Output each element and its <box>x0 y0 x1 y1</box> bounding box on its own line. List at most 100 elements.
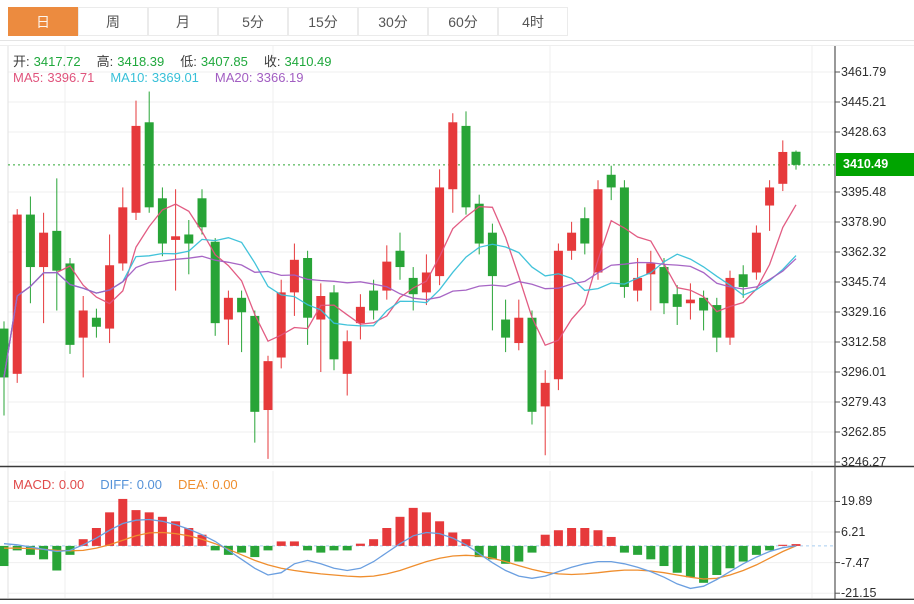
legend-label: 高: <box>96 54 114 69</box>
dea-line <box>4 531 797 580</box>
macd-histogram-bar <box>118 498 128 546</box>
candle-body <box>619 187 629 287</box>
period-tab-7[interactable]: 60分 <box>428 7 498 36</box>
macd-histogram-bar <box>448 532 458 546</box>
candle-body <box>157 198 167 244</box>
ma-legend-item-2: MA10: 3369.01 <box>110 70 203 85</box>
ma10-line <box>3 237 797 378</box>
macd-histogram-bar <box>157 516 167 546</box>
candle-body <box>105 265 115 329</box>
macd-histogram-bar <box>553 530 563 546</box>
legend-label: MA10: <box>110 70 148 85</box>
legend-label: 收: <box>263 54 281 69</box>
candle-body <box>527 317 537 412</box>
legend-value: 3369.01 <box>151 70 199 85</box>
price-axis-label: 3395.48 <box>841 184 887 199</box>
legend-label: 低: <box>180 54 197 69</box>
candle-body <box>501 319 511 338</box>
candle-body <box>250 315 260 412</box>
candle-body <box>606 174 616 188</box>
macd-histogram-bar <box>237 545 247 553</box>
candle-body <box>144 122 154 208</box>
candle-body <box>461 125 471 208</box>
macd-histogram-bar <box>342 545 352 551</box>
legend-label: DEA: <box>178 477 209 492</box>
period-tab-2[interactable]: 周 <box>78 7 148 36</box>
period-tabbar: 日周月 5分 15分 30分 60分 4时 <box>0 0 914 41</box>
macd-histogram-bar <box>712 545 722 575</box>
macd-histogram-bar <box>461 539 471 546</box>
period-tab-1[interactable]: 日 <box>8 7 78 36</box>
legend-label: DIFF: <box>100 477 133 492</box>
candle-body <box>395 250 405 268</box>
macd-histogram-bar <box>303 545 313 551</box>
ohlc-legend: 开: 3417.72 高: 3418.39 低: 3407.85 收: 3410.49 <box>13 51 348 70</box>
candle-body <box>514 317 524 344</box>
candle-body <box>223 297 233 320</box>
legend-label: MA5: <box>13 70 44 85</box>
period-tab-8[interactable]: 4时 <box>498 7 568 36</box>
macd-histogram-bar <box>184 528 194 546</box>
macd-axis-label: -21.15 <box>841 586 877 601</box>
candle-body <box>408 277 418 295</box>
candle-body <box>593 189 603 273</box>
macd-histogram-bar <box>144 512 154 546</box>
macd-histogram-bar <box>593 530 603 546</box>
candle-body <box>685 299 695 304</box>
candle-body <box>382 261 392 291</box>
candle-body <box>78 310 88 338</box>
legend-value: 3407.85 <box>200 54 248 69</box>
macd-histogram-bar <box>580 528 590 546</box>
period-tab-3[interactable]: 月 <box>148 7 218 36</box>
macd-axis-label: 19.89 <box>841 494 873 509</box>
price-axis-label: 3378.90 <box>841 214 887 229</box>
candle-body <box>421 272 431 293</box>
period-tab-6[interactable]: 30分 <box>358 7 428 36</box>
macd-legend-item-3: DEA: 0.00 <box>178 477 242 492</box>
candle-body <box>448 122 458 190</box>
macd-histogram-bar <box>197 534 207 546</box>
price-axis-label: 3312.58 <box>841 335 887 349</box>
macd-histogram-bar <box>738 545 748 562</box>
candle-body <box>39 232 49 268</box>
candle-body <box>369 290 379 311</box>
candle-body <box>276 292 286 358</box>
price-axis-label: 3445.21 <box>841 95 887 109</box>
macd-histogram-bar <box>316 545 326 553</box>
legend-value: 3366.19 <box>256 70 304 85</box>
price-axis-label: 3362.32 <box>841 244 887 259</box>
macd-histogram-bar <box>105 512 115 546</box>
candle-body <box>778 151 788 184</box>
candle-body <box>52 230 62 271</box>
legend-value: 3396.71 <box>47 70 95 85</box>
macd-histogram-bar <box>355 543 365 546</box>
candle-body <box>355 306 365 324</box>
candle-body <box>303 258 313 318</box>
price-axis-label: 3461.79 <box>841 65 887 79</box>
candle-body <box>342 341 352 374</box>
candle-body <box>316 296 326 320</box>
macd-histogram-bar <box>263 545 273 551</box>
macd-histogram-bar <box>276 541 286 546</box>
candle-body <box>171 236 181 240</box>
candle-body <box>263 361 273 411</box>
macd-histogram-bar <box>501 545 511 564</box>
macd-histogram-bar <box>487 545 497 560</box>
macd-histogram-bar <box>672 545 682 573</box>
candle-body <box>91 317 101 327</box>
price-axis-label: 3262.85 <box>841 424 887 439</box>
ma-legend: MA5: 3396.71 MA10: 3369.01 MA20: 3366.19 <box>13 70 320 85</box>
candle-body <box>553 250 563 380</box>
macd-histogram-bar <box>421 512 431 546</box>
macd-histogram-bar <box>0 545 9 567</box>
macd-histogram-bar <box>408 507 418 546</box>
period-tab-5[interactable]: 15分 <box>288 7 358 36</box>
macd-histogram-bar <box>606 536 616 546</box>
candle-body <box>567 232 577 251</box>
macd-histogram-bar <box>725 545 735 569</box>
period-tab-4[interactable]: 5分 <box>218 7 288 36</box>
ohlc-legend-item-2: 高: 3418.39 <box>97 54 169 69</box>
macd-legend-item-1: MACD: 0.00 <box>13 477 88 492</box>
